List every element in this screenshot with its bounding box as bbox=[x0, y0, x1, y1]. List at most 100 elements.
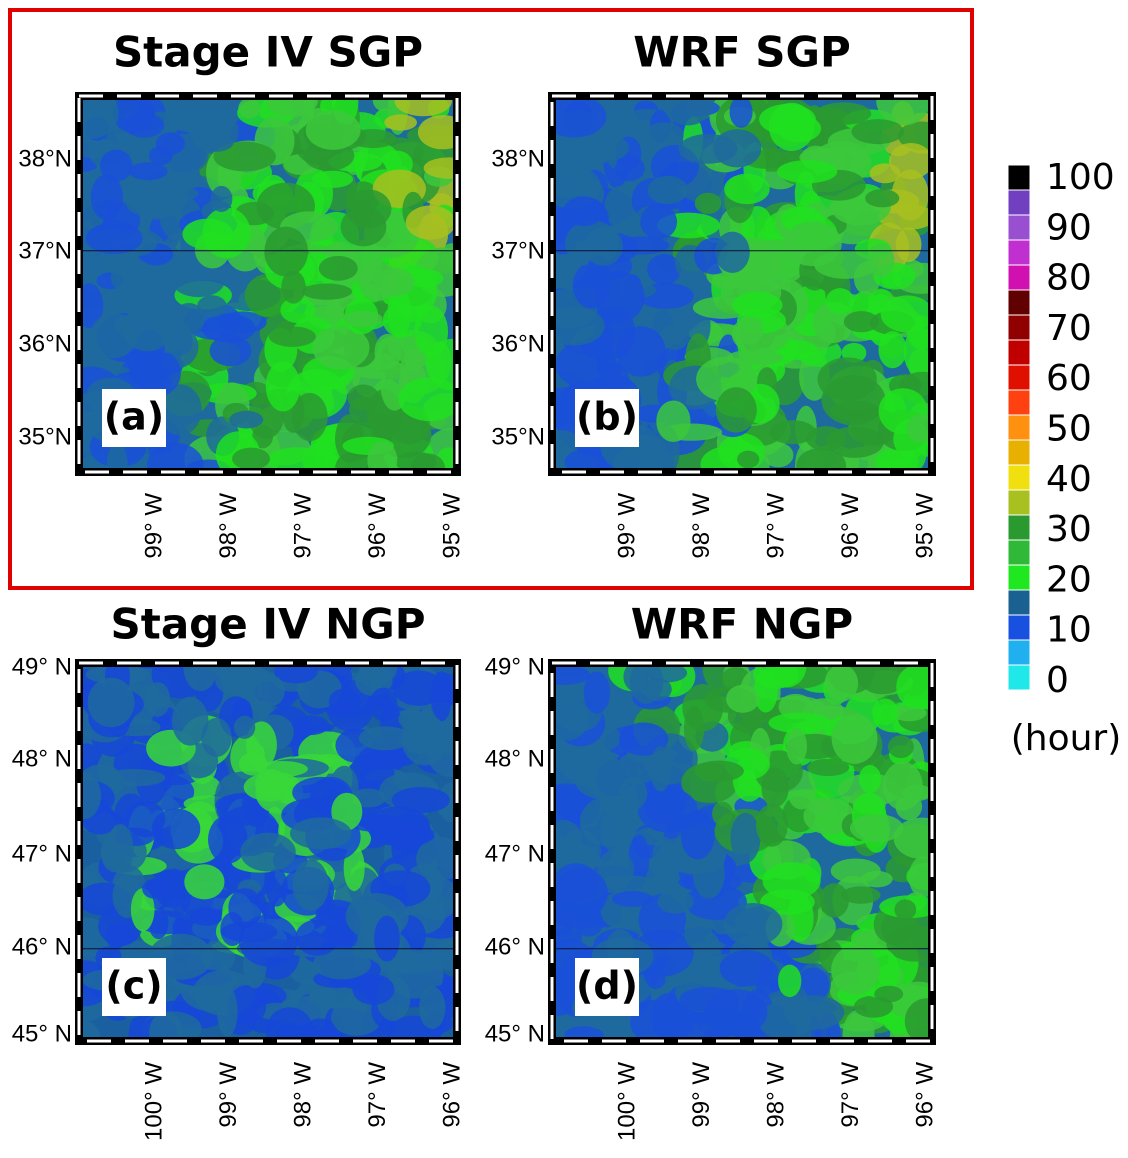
map-cell bbox=[430, 671, 452, 722]
map-cell bbox=[595, 271, 645, 323]
map-cell bbox=[149, 1011, 183, 1038]
panel-label: (a) bbox=[104, 395, 164, 439]
map-cell bbox=[704, 989, 768, 1036]
colorbar-box bbox=[1007, 564, 1031, 591]
map-cell bbox=[768, 712, 832, 734]
map-cell bbox=[140, 268, 171, 313]
lat-label: 36°N bbox=[491, 330, 545, 357]
map-cell bbox=[759, 103, 816, 135]
map-cell bbox=[831, 945, 880, 995]
map-cell bbox=[369, 687, 398, 722]
map-cell bbox=[292, 859, 329, 911]
map-cell bbox=[887, 735, 914, 759]
map-cell bbox=[292, 715, 330, 736]
colorbar-box bbox=[1007, 389, 1031, 416]
lon-label: 99° W bbox=[613, 493, 640, 559]
map-cell bbox=[612, 236, 670, 255]
map-cell bbox=[904, 998, 929, 1038]
colorbar-box bbox=[1007, 439, 1031, 466]
map-cell bbox=[391, 787, 450, 814]
lon-label: 100° W bbox=[613, 1062, 640, 1141]
map-cell bbox=[405, 268, 444, 288]
map-cell bbox=[649, 746, 672, 792]
frame bbox=[75, 92, 461, 476]
colorbar-box bbox=[1007, 489, 1031, 516]
map-cell bbox=[401, 713, 448, 766]
lon-label: 98° W bbox=[762, 1062, 789, 1128]
map-cell bbox=[207, 815, 248, 864]
lon-label: 95° W bbox=[911, 493, 938, 559]
label-box bbox=[102, 958, 166, 1016]
lon-label: 97° W bbox=[289, 493, 316, 559]
map-cell bbox=[712, 801, 733, 826]
map-cell bbox=[143, 181, 169, 220]
map-cell bbox=[349, 129, 397, 149]
map-cell bbox=[555, 666, 591, 685]
colorbar-box bbox=[1007, 589, 1031, 616]
map-cell bbox=[142, 879, 167, 899]
colorbar-box bbox=[1007, 339, 1031, 366]
panel-title: WRF NGP bbox=[631, 600, 853, 649]
map-cell bbox=[723, 903, 783, 946]
colorbar-box bbox=[1007, 664, 1031, 691]
map-cell bbox=[171, 696, 209, 746]
map-cell bbox=[693, 760, 744, 782]
colorbar-tick: 70 bbox=[1046, 308, 1092, 349]
map-cell bbox=[843, 311, 879, 333]
map-cell bbox=[87, 677, 135, 728]
map-cell bbox=[737, 314, 764, 345]
map-cell bbox=[405, 205, 454, 240]
map-cell bbox=[831, 713, 878, 764]
colorbar-tick: 80 bbox=[1046, 258, 1092, 299]
map-cell bbox=[814, 250, 878, 279]
map-cell bbox=[229, 410, 264, 429]
frame-dash bbox=[550, 661, 934, 1043]
map-cell bbox=[130, 888, 155, 932]
map-cell bbox=[616, 326, 666, 377]
lat-label: 49° N bbox=[485, 653, 545, 680]
map-cell bbox=[128, 162, 168, 181]
map-cell bbox=[280, 297, 316, 324]
map-cell bbox=[763, 442, 794, 468]
lon-label: 98° W bbox=[215, 493, 242, 559]
map-cell bbox=[783, 995, 845, 1030]
lat-label: 48° N bbox=[12, 745, 72, 772]
colorbar-box bbox=[1007, 614, 1031, 641]
map-cell bbox=[213, 141, 276, 172]
lat-label: 48° N bbox=[485, 745, 545, 772]
map-cell bbox=[151, 808, 201, 850]
map-cell bbox=[906, 414, 929, 443]
map-cell bbox=[678, 133, 738, 164]
map-cell bbox=[880, 295, 929, 333]
map-cell bbox=[680, 809, 715, 860]
lon-label: 96° W bbox=[364, 493, 391, 559]
map bbox=[555, 666, 929, 1038]
map-cell bbox=[217, 986, 238, 1037]
lat-label: 47° N bbox=[12, 840, 72, 867]
map-cell bbox=[384, 114, 417, 131]
map-cell bbox=[555, 430, 578, 452]
map-cell bbox=[806, 758, 850, 777]
map bbox=[82, 666, 454, 1038]
map-cell bbox=[410, 453, 446, 469]
lat-label: 45° N bbox=[12, 1020, 72, 1047]
map-cell bbox=[762, 862, 821, 900]
colorbar-box bbox=[1007, 314, 1031, 341]
map-cell bbox=[882, 761, 923, 811]
map-cell bbox=[659, 323, 690, 350]
colorbar-tick: 30 bbox=[1046, 509, 1092, 550]
map-cell bbox=[124, 179, 149, 214]
map-cell bbox=[555, 340, 617, 389]
colorbar-tick: 40 bbox=[1046, 459, 1092, 500]
map-cell bbox=[301, 283, 353, 300]
panel-title: WRF SGP bbox=[633, 28, 851, 77]
colorbar-tick: 10 bbox=[1046, 610, 1092, 651]
map-cell bbox=[276, 1022, 304, 1038]
colorbar-box bbox=[1007, 414, 1031, 441]
map-cell bbox=[657, 889, 694, 914]
map-cell bbox=[592, 874, 657, 894]
map-cell bbox=[715, 231, 750, 273]
lon-label: 100° W bbox=[140, 1062, 167, 1141]
map-cell bbox=[614, 155, 645, 182]
lat-label: 49° N bbox=[12, 653, 72, 680]
